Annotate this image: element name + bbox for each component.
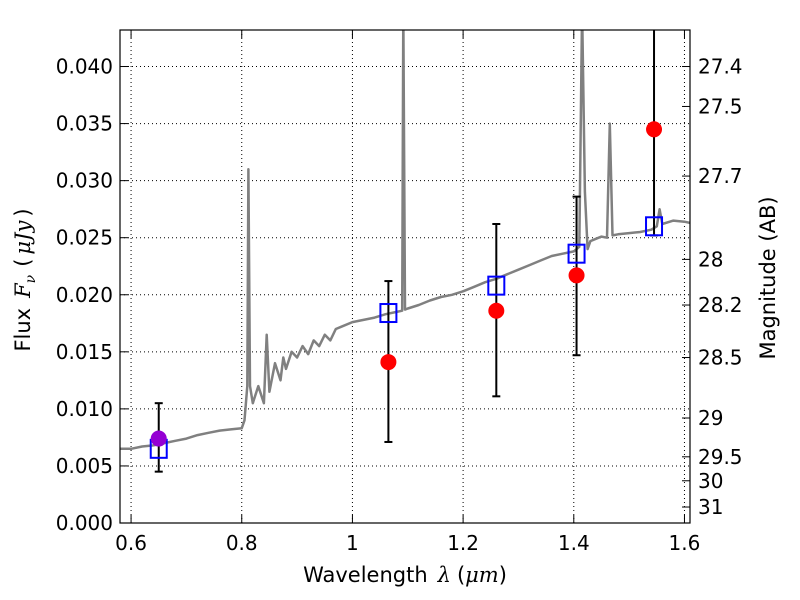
x-tick-label: 1.6 bbox=[669, 531, 701, 555]
observed-flux-point bbox=[380, 354, 397, 371]
y2-tick-label: 30 bbox=[698, 469, 723, 493]
observed-flux-point bbox=[646, 121, 663, 138]
model-photometry-square bbox=[487, 275, 506, 296]
model-photometry-square bbox=[379, 303, 398, 324]
x-tick-label: 1.2 bbox=[447, 531, 479, 555]
y2-tick-label: 28.2 bbox=[698, 293, 743, 317]
y2-tick-label: 27.5 bbox=[698, 94, 743, 118]
y-tick-label: 0.025 bbox=[56, 226, 113, 250]
plot-area bbox=[120, 30, 690, 473]
y-tick-label: 0.010 bbox=[56, 397, 113, 421]
y-tick-label: 0.015 bbox=[56, 340, 113, 364]
x-tick-label: 1.4 bbox=[558, 531, 590, 555]
y-axis-label: FluxFν(μJy) bbox=[11, 208, 39, 351]
y2-tick-label: 27.7 bbox=[698, 164, 743, 188]
x-tick-label: 1 bbox=[346, 531, 359, 555]
y2-tick-label: 31 bbox=[698, 495, 723, 519]
y2-tick-label: 28 bbox=[698, 247, 723, 271]
optical-flux-point bbox=[150, 430, 167, 447]
y2-tick-label: 29.5 bbox=[698, 445, 743, 469]
y2-tick-label: 29 bbox=[698, 406, 723, 430]
x-tick-label: 0.8 bbox=[226, 531, 258, 555]
y2-tick-label: 27.4 bbox=[698, 55, 743, 79]
observed-flux-point bbox=[488, 302, 505, 319]
x-tick-label: 0.6 bbox=[115, 531, 147, 555]
y2-tick-label: 28.5 bbox=[698, 346, 743, 370]
plot-frame bbox=[119, 29, 691, 524]
model-photometry-square bbox=[645, 216, 664, 237]
y-tick-label: 0.000 bbox=[56, 511, 113, 535]
y-tick-label: 0.020 bbox=[56, 283, 113, 307]
y-tick-label: 0.035 bbox=[56, 112, 113, 136]
y2-axis-label: Magnitude (AB) bbox=[756, 196, 780, 359]
y-tick-label: 0.040 bbox=[56, 55, 113, 79]
y-tick-label: 0.005 bbox=[56, 454, 113, 478]
x-axis-label: Wavelength λ (μm) bbox=[303, 563, 507, 587]
axis-ticks: 0.6 0.8 1 1.2 1.4 1.6 0.000 0.005 0.010 0.015 0.02… bbox=[56, 30, 743, 555]
y-tick-label: 0.030 bbox=[56, 169, 113, 193]
model-photometry-square bbox=[567, 243, 586, 264]
model-spectrum-line bbox=[120, 30, 690, 451]
observed-flux-point bbox=[568, 267, 585, 284]
series-group bbox=[120, 30, 690, 473]
